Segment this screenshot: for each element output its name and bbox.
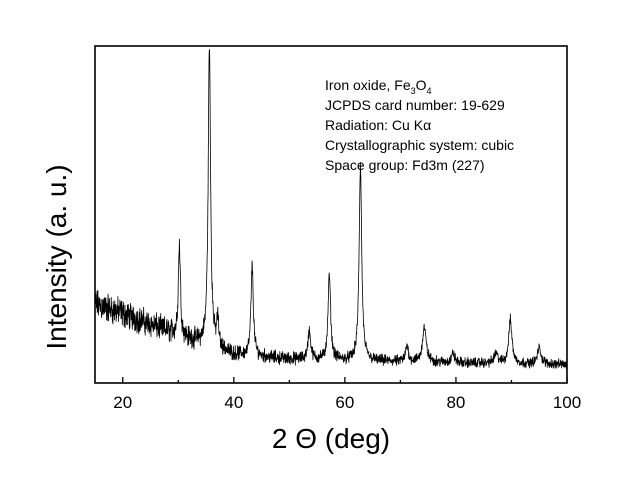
y-axis-label: Intensity (a. u.) <box>41 164 72 349</box>
annotation-line-1-sub1: 3 <box>411 86 416 96</box>
annotation-line-3: Radiation: Cu Kα <box>325 117 431 133</box>
annotation-line-1-mid: O <box>416 77 427 93</box>
annotation-line-1: Iron oxide, Fe3O4 <box>325 77 432 96</box>
x-tick-label-20: 20 <box>113 393 132 412</box>
x-tick-label-60: 60 <box>335 393 354 412</box>
x-tick-label-80: 80 <box>446 393 465 412</box>
annotation-line-1-prefix: Iron oxide, Fe <box>325 77 411 93</box>
series-0-trace <box>94 49 568 369</box>
annotation-line-4: Crystallographic system: cubic <box>325 137 514 153</box>
x-tick-label-100: 100 <box>553 393 581 412</box>
x-axis-label: 2 Θ (deg) <box>272 423 390 454</box>
x-tick-label-40: 40 <box>224 393 243 412</box>
annotation-line-1-sub2: 4 <box>427 86 432 96</box>
annotation-line-3-symbol: α <box>423 117 431 133</box>
trace-layer <box>94 49 568 369</box>
x-axis-ticks: 20 40 60 80 100 <box>113 377 581 412</box>
annotation-line-2: JCPDS card number: 19-629 <box>325 97 505 113</box>
annotation-line-3-prefix: Radiation: Cu K <box>325 117 424 133</box>
plot-frame <box>94 45 568 384</box>
annotation-line-5: Space group: Fd3m (227) <box>325 157 485 173</box>
annotation-block: Iron oxide, Fe3O4 JCPDS card number: 19-… <box>325 77 514 173</box>
